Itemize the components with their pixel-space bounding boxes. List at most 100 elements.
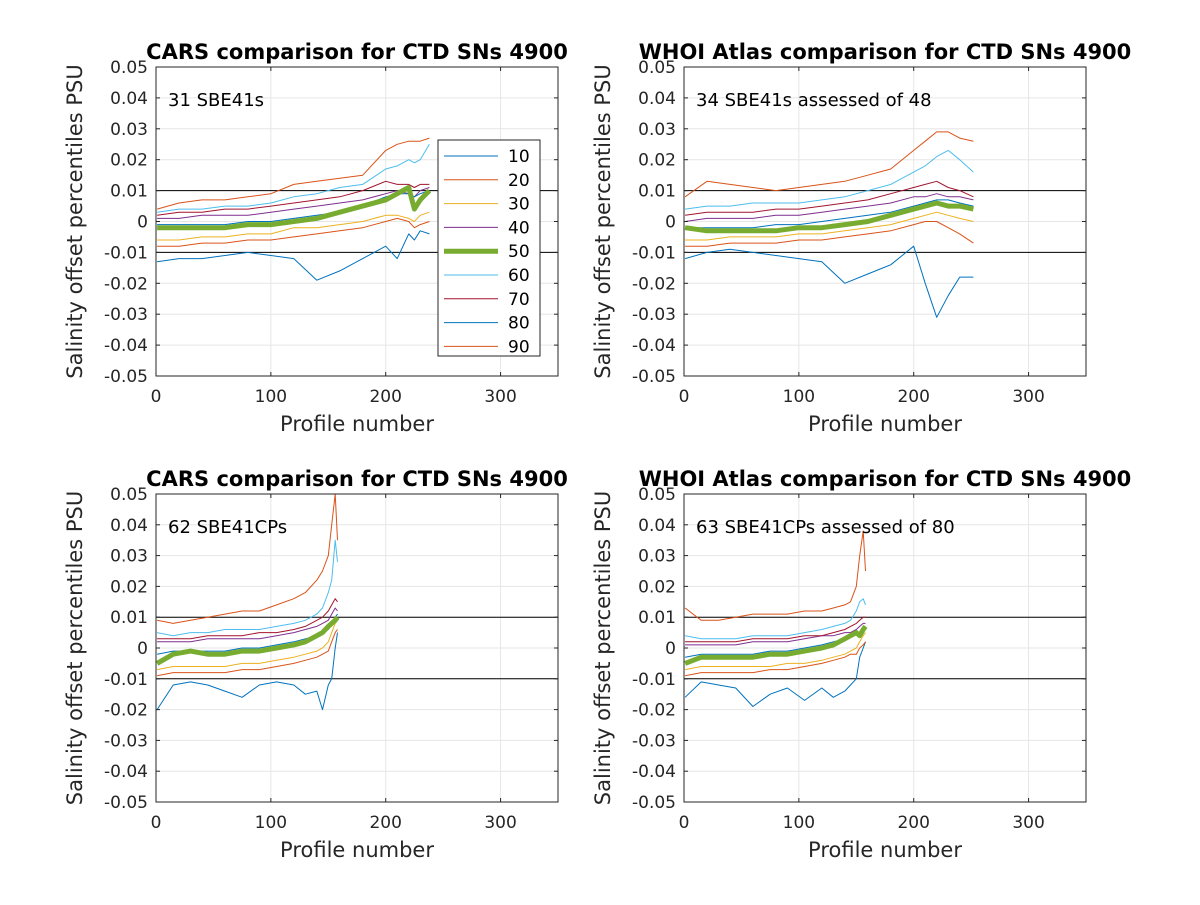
- y-tick-label: -0.02: [632, 701, 676, 721]
- legend-label-80: 80: [508, 314, 530, 334]
- count-annotation: 63 SBE41CPs assessed of 80: [696, 517, 955, 538]
- y-tick-label: 0.03: [110, 547, 148, 567]
- legend-label-50: 50: [508, 242, 530, 262]
- count-annotation: 34 SBE41s assessed of 48: [696, 90, 932, 111]
- y-tick-label: -0.03: [632, 731, 676, 751]
- y-tick-label: 0.02: [110, 577, 148, 597]
- chart-title: WHOI Atlas comparison for CTD SNs 4900: [639, 40, 1132, 64]
- series-line-p50: [684, 200, 974, 234]
- y-tick-label: -0.02: [104, 701, 148, 721]
- y-tick-label: 0.01: [110, 182, 148, 202]
- y-tick-label: 0.02: [638, 151, 676, 171]
- series-group: [156, 494, 340, 711]
- y-tick-label: 0.03: [638, 120, 676, 140]
- x-tick-label: 0: [679, 813, 690, 833]
- chart-panel-4: 0 100 200 300 -0.05 -0.04 -0.03 -0.02 -0.01 0 0.01…: [591, 467, 1131, 862]
- y-tick-label: -0.04: [104, 336, 148, 356]
- series-line-p60: [685, 149, 974, 210]
- y-tick-label: 0: [665, 213, 676, 233]
- legend-label-70: 70: [508, 290, 530, 310]
- y-tick-label: -0.04: [632, 336, 676, 356]
- y-tick-label: 0.05: [638, 58, 676, 78]
- chart-panel-2: 0 100 200 300 -0.05 -0.04 -0.03 -0.02 -0.01 0 0.01…: [591, 40, 1131, 436]
- y-tick-label: 0.04: [638, 89, 676, 109]
- legend-label-30: 30: [508, 195, 530, 215]
- x-tick-label: 300: [484, 387, 516, 407]
- series-line-p70: [685, 180, 974, 216]
- y-tick-label: 0.05: [638, 485, 676, 505]
- y-tick-label: -0.01: [104, 670, 148, 690]
- y-tick-label: -0.02: [632, 274, 676, 294]
- series-line-p70: [157, 598, 338, 640]
- series-line-p70: [685, 616, 866, 643]
- series-line-p90: [157, 217, 430, 247]
- y-tick-label: -0.01: [632, 243, 676, 263]
- legend-box: [437, 139, 541, 357]
- y-tick-label: 0: [137, 213, 148, 233]
- count-annotation: 62 SBE41CPs: [168, 517, 287, 538]
- x-tick-label: 0: [679, 387, 690, 407]
- y-tick-label: -0.04: [632, 762, 676, 782]
- chart-title: WHOI Atlas comparison for CTD SNs 4900: [639, 467, 1132, 491]
- chart-panel-3: 0 100 200 300 -0.05 -0.04 -0.03 -0.02 -0.01 0 0.01…: [63, 467, 568, 862]
- x-axis-label: Profile number: [280, 838, 434, 862]
- series-line-p20: [156, 137, 430, 210]
- y-tick-label: -0.05: [632, 793, 676, 813]
- series-line-p80: [685, 199, 974, 229]
- y-axis-label: Salinity offset percentiles PSU: [591, 64, 615, 378]
- y-tick-label: 0: [137, 639, 148, 659]
- x-tick-label: 200: [897, 813, 929, 833]
- x-tick-label: 300: [484, 813, 516, 833]
- series-line-p30: [157, 620, 338, 671]
- y-tick-label: -0.05: [104, 793, 148, 813]
- series-line-p60: [685, 598, 866, 640]
- series-line-p90: [157, 629, 338, 677]
- chart-title: CARS comparison for CTD SNs 4900: [146, 467, 568, 491]
- legend-label-90: 90: [508, 337, 530, 357]
- x-tick-label: 0: [151, 813, 162, 833]
- legend-label-20: 20: [508, 171, 530, 191]
- series-line-p50: [156, 615, 340, 666]
- series-line-p50: [684, 624, 868, 666]
- y-tick-label: 0.04: [110, 516, 148, 536]
- count-annotation: 31 SBE41s: [168, 90, 264, 111]
- x-tick-label: 200: [897, 387, 929, 407]
- y-tick-label: -0.03: [104, 305, 148, 325]
- x-tick-label: 100: [255, 813, 287, 833]
- series-line-p30: [685, 211, 974, 241]
- legend-label-40: 40: [508, 218, 530, 238]
- y-tick-label: 0.03: [638, 547, 676, 567]
- series-line-p20: [684, 530, 866, 621]
- legend-label-10: 10: [508, 147, 530, 167]
- series-line-p30: [157, 211, 430, 241]
- x-axis-label: Profile number: [808, 838, 962, 862]
- y-tick-label: 0.02: [638, 577, 676, 597]
- series-line-p40: [685, 622, 866, 646]
- y-axis-label: Salinity offset percentiles PSU: [63, 64, 87, 378]
- x-axis-label: Profile number: [808, 412, 962, 436]
- series-line-p90: [685, 641, 866, 677]
- series-line-p40: [157, 607, 338, 643]
- series-line-p60: [157, 144, 430, 213]
- y-tick-label: 0.02: [110, 151, 148, 171]
- x-axis-label: Profile number: [280, 412, 434, 436]
- y-tick-label: 0.01: [638, 608, 676, 628]
- chart-panel-1: 0 100 200 300 -0.05 -0.04 -0.03 -0.02 -0.01 0 0.01…: [63, 40, 568, 436]
- series-line-p20: [157, 494, 338, 624]
- x-tick-label: 0: [151, 387, 162, 407]
- y-tick-label: -0.02: [104, 274, 148, 294]
- series-group: [684, 131, 974, 318]
- series-group: [684, 530, 868, 707]
- series-line-p20: [684, 131, 974, 198]
- series-line-p10: [156, 632, 338, 711]
- y-tick-label: 0.04: [110, 89, 148, 109]
- series-group: [156, 137, 432, 281]
- series-line-p10: [684, 641, 866, 707]
- series-line-p70: [157, 180, 430, 216]
- y-tick-label: -0.05: [632, 367, 676, 387]
- legend: 10 20 30 40 50 60 70 80 90: [437, 139, 541, 357]
- y-tick-label: -0.03: [632, 305, 676, 325]
- series-line-p40: [685, 193, 974, 222]
- chart-title: CARS comparison for CTD SNs 4900: [146, 40, 568, 64]
